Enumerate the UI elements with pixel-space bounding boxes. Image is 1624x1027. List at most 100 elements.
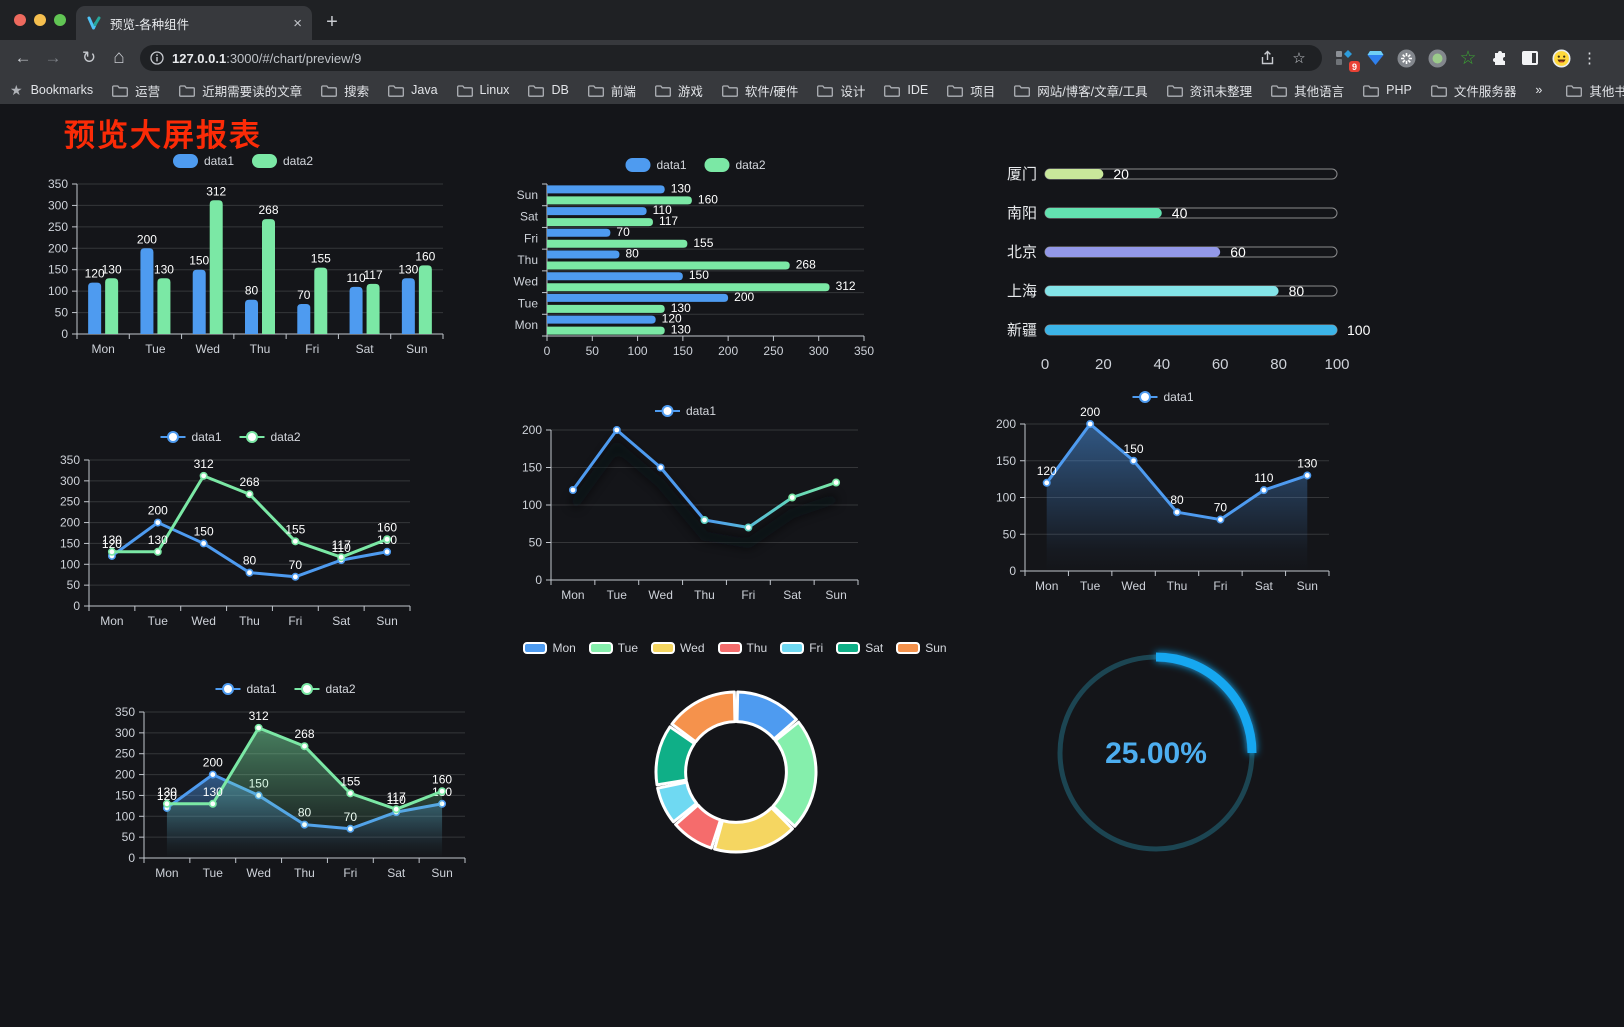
page-title: 预览大屏报表 bbox=[64, 118, 262, 153]
url-bar[interactable]: 127.0.0.1:3000/#/chart/preview/9 ☆ bbox=[140, 45, 1322, 71]
svg-text:0: 0 bbox=[61, 327, 68, 341]
share-icon[interactable] bbox=[1260, 50, 1286, 66]
svg-text:Sun: Sun bbox=[825, 588, 846, 602]
donut-legend-item[interactable]: Sun bbox=[896, 641, 947, 655]
window-zoom-button[interactable] bbox=[54, 14, 66, 26]
home-button[interactable]: ⌂ bbox=[113, 47, 125, 68]
bookmark-folder-item[interactable]: DB bbox=[528, 83, 569, 97]
chart-bar-vertical[interactable]: data1 data2 0 50 100 150 200 250 300 350 Mon Tue Wed… bbox=[35, 150, 455, 362]
url-host: 127.0.0.1 bbox=[172, 50, 227, 66]
bookmark-folder-item[interactable]: Java bbox=[388, 83, 438, 97]
bookmark-folder-list: 运营 近期需要读的文章 搜索 Java Linux DB 前端 游戏 软件/硬件 设计 IDE 项目 网… bbox=[112, 81, 1535, 100]
bookmark-folder-label: 游戏 bbox=[677, 84, 703, 99]
svg-text:80: 80 bbox=[245, 284, 259, 298]
site-info-icon[interactable] bbox=[150, 51, 164, 65]
bookmarks-label: Bookmarks bbox=[30, 83, 94, 97]
bookmark-folder-item[interactable]: Linux bbox=[456, 83, 510, 97]
other-bookmarks-folder[interactable]: 其他书签 bbox=[1566, 81, 1624, 100]
bookmark-folder-label: IDE bbox=[907, 83, 929, 97]
bookmark-star-icon[interactable]: ☆ bbox=[1292, 50, 1306, 67]
svg-text:300: 300 bbox=[809, 344, 829, 358]
svg-text:data1: data1 bbox=[1164, 390, 1194, 404]
chart-donut[interactable] bbox=[636, 672, 836, 872]
legend-label: Mon bbox=[552, 641, 576, 655]
svg-text:Wed: Wed bbox=[1121, 579, 1145, 593]
svg-text:100: 100 bbox=[1347, 322, 1371, 338]
emoji-extension-icon[interactable] bbox=[1551, 48, 1571, 68]
donut-legend-item[interactable]: Sat bbox=[836, 641, 883, 655]
svg-text:70: 70 bbox=[289, 558, 303, 572]
svg-text:160: 160 bbox=[377, 520, 397, 534]
extension-asterisk-icon[interactable] bbox=[1396, 48, 1416, 68]
browser-tab[interactable]: 预览-各种组件 × bbox=[76, 6, 312, 40]
extension-star-icon[interactable]: ☆ bbox=[1459, 47, 1477, 69]
donut-legend-item[interactable]: Mon bbox=[523, 641, 576, 655]
svg-text:150: 150 bbox=[189, 254, 209, 268]
bookmark-folder-label: Linux bbox=[479, 83, 510, 97]
chart-line-gradient[interactable]: data1 0 50 100 150 200 Mon Tue Wed Thu Fri Sat Sun bbox=[505, 400, 870, 612]
bookmark-folder-item[interactable]: IDE bbox=[884, 83, 928, 97]
svg-text:50: 50 bbox=[122, 830, 136, 844]
svg-text:Sun: Sun bbox=[1297, 579, 1318, 593]
svg-text:350: 350 bbox=[115, 705, 135, 719]
donut-legend-item[interactable]: Thu bbox=[717, 641, 767, 655]
bookmark-folder-item[interactable]: 运营 bbox=[112, 81, 160, 100]
bookmark-folder-item[interactable]: 文件服务器 bbox=[1430, 81, 1516, 100]
svg-text:Fri: Fri bbox=[288, 614, 302, 628]
bookmark-folder-item[interactable]: 其他语言 bbox=[1271, 81, 1344, 100]
extension-grid-icon[interactable]: 9 bbox=[1334, 48, 1360, 72]
legend-swatch bbox=[523, 642, 548, 654]
donut-legend-item[interactable]: Fri bbox=[780, 641, 823, 655]
extension-record-icon[interactable] bbox=[1427, 48, 1447, 68]
bookmarks-star-icon[interactable]: ★ bbox=[10, 81, 23, 98]
svg-text:0: 0 bbox=[73, 599, 80, 613]
window-minimize-button[interactable] bbox=[34, 14, 46, 26]
bookmark-folder-item[interactable]: 前端 bbox=[587, 81, 636, 100]
chart-gauge[interactable]: 25.00% bbox=[1051, 648, 1261, 858]
bookmark-folder-item[interactable]: 网站/博客/文章/工具 bbox=[1014, 81, 1148, 100]
chart-area-two-series[interactable]: data1 data2 0 50 100 150 200 250 300 350 Mon Tue Wed… bbox=[100, 676, 475, 888]
extension-puzzle-icon[interactable] bbox=[1489, 48, 1509, 68]
svg-text:130: 130 bbox=[102, 262, 122, 276]
tab-close-icon[interactable]: × bbox=[293, 14, 302, 32]
svg-text:155: 155 bbox=[285, 522, 305, 536]
svg-text:200: 200 bbox=[48, 241, 68, 255]
svg-text:200: 200 bbox=[1080, 405, 1100, 419]
window-close-button[interactable] bbox=[14, 14, 26, 26]
chart-progress-bars[interactable]: 厦门 20 南阳 40 北京 60 上海 80 新疆 100 0 20 40 60 80 100 bbox=[985, 152, 1380, 382]
browser-toolbar: ← → ↻ ⌂ 127.0.0.1:3000/#/chart/preview/9… bbox=[0, 40, 1624, 76]
reload-button[interactable]: ↻ bbox=[81, 48, 97, 67]
bookmarks-manager-link[interactable]: Bookmarks bbox=[31, 83, 94, 97]
bookmark-folder-item[interactable]: 设计 bbox=[817, 81, 865, 100]
svg-text:Thu: Thu bbox=[1167, 579, 1188, 593]
tab-title: 预览-各种组件 bbox=[110, 17, 190, 32]
forward-button[interactable]: → bbox=[44, 48, 62, 67]
bookmark-folder-item[interactable]: 项目 bbox=[947, 81, 995, 100]
bookmark-folder-item[interactable]: 游戏 bbox=[654, 81, 703, 100]
svg-text:Sun: Sun bbox=[376, 614, 397, 628]
donut-legend-item[interactable]: Tue bbox=[588, 641, 638, 655]
chart-bar-horizontal[interactable]: data1 data2 Sun Sat Fri Thu Wed Tue Mon 0 50 100 150… bbox=[505, 154, 890, 364]
bookmark-folder-item[interactable]: 资讯未整理 bbox=[1166, 81, 1252, 100]
bookmark-folder-item[interactable]: PHP bbox=[1363, 83, 1412, 97]
donut-legend-item[interactable]: Wed bbox=[651, 641, 705, 655]
bookmarks-overflow-chevron[interactable]: » bbox=[1535, 83, 1543, 97]
svg-text:300: 300 bbox=[48, 198, 68, 212]
new-tab-button[interactable]: + bbox=[326, 10, 338, 33]
browser-menu-icon[interactable]: ⋮ bbox=[1582, 50, 1597, 67]
back-button[interactable]: ← bbox=[14, 48, 32, 67]
svg-text:Fri: Fri bbox=[741, 588, 755, 602]
chart-area-blue[interactable]: data1 0 50 100 150 200 Mon Tue Wed Thu Fri Sat Sun 12… bbox=[985, 388, 1345, 603]
chart-line-two-series[interactable]: data1 data2 0 50 100 150 200 250 300 350 Mon Tue Wed… bbox=[45, 424, 420, 636]
extension-gem-icon[interactable] bbox=[1365, 48, 1385, 68]
svg-text:312: 312 bbox=[836, 279, 856, 293]
svg-text:150: 150 bbox=[115, 788, 135, 802]
bookmark-folder-item[interactable]: 搜索 bbox=[321, 81, 369, 100]
svg-text:200: 200 bbox=[148, 504, 168, 518]
bookmark-folder-item[interactable]: 软件/硬件 bbox=[721, 81, 798, 100]
bookmark-folder-item[interactable]: 近期需要读的文章 bbox=[179, 81, 302, 100]
svg-text:data1: data1 bbox=[204, 154, 234, 168]
svg-text:厦门: 厦门 bbox=[1007, 166, 1037, 183]
url-text[interactable]: 127.0.0.1:3000/#/chart/preview/9 bbox=[172, 51, 1260, 66]
side-panel-icon[interactable] bbox=[1520, 48, 1540, 68]
